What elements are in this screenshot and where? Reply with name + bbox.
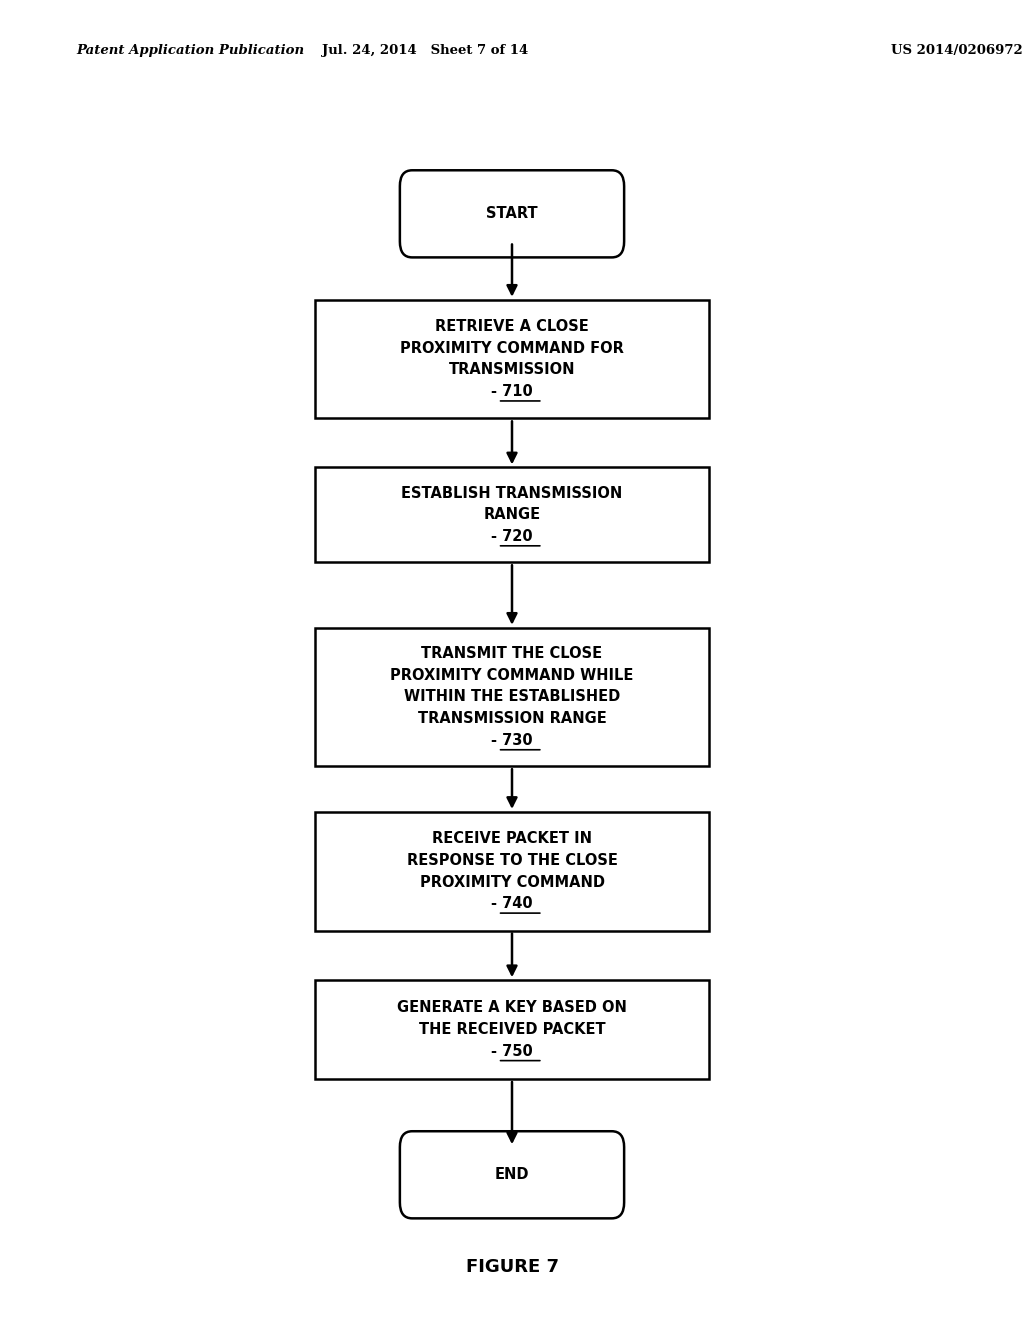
FancyBboxPatch shape: [399, 1131, 624, 1218]
Text: TRANSMISSION: TRANSMISSION: [449, 363, 575, 378]
Text: Patent Application Publication: Patent Application Publication: [77, 44, 305, 57]
Text: - 730: - 730: [492, 733, 532, 748]
Text: Jul. 24, 2014   Sheet 7 of 14: Jul. 24, 2014 Sheet 7 of 14: [322, 44, 528, 57]
FancyBboxPatch shape: [315, 467, 709, 562]
Text: FIGURE 7: FIGURE 7: [466, 1258, 558, 1276]
Text: US 2014/0206972 A1: US 2014/0206972 A1: [891, 44, 1024, 57]
Text: WITHIN THE ESTABLISHED: WITHIN THE ESTABLISHED: [403, 689, 621, 705]
FancyBboxPatch shape: [315, 300, 709, 418]
Text: GENERATE A KEY BASED ON: GENERATE A KEY BASED ON: [397, 1001, 627, 1015]
Text: TRANSMISSION RANGE: TRANSMISSION RANGE: [418, 711, 606, 726]
Text: - 720: - 720: [492, 529, 532, 544]
Text: ESTABLISH TRANSMISSION: ESTABLISH TRANSMISSION: [401, 486, 623, 500]
Text: TRANSMIT THE CLOSE: TRANSMIT THE CLOSE: [422, 645, 602, 661]
Text: PROXIMITY COMMAND FOR: PROXIMITY COMMAND FOR: [400, 341, 624, 355]
Text: - 740: - 740: [492, 896, 532, 911]
FancyBboxPatch shape: [315, 628, 709, 766]
Text: - 710: - 710: [492, 384, 532, 399]
Text: PROXIMITY COMMAND WHILE: PROXIMITY COMMAND WHILE: [390, 668, 634, 682]
Text: START: START: [486, 206, 538, 222]
Text: RANGE: RANGE: [483, 507, 541, 523]
Text: RETRIEVE A CLOSE: RETRIEVE A CLOSE: [435, 319, 589, 334]
Text: RECEIVE PACKET IN: RECEIVE PACKET IN: [432, 832, 592, 846]
FancyBboxPatch shape: [315, 979, 709, 1080]
FancyBboxPatch shape: [399, 170, 624, 257]
Text: - 750: - 750: [492, 1044, 532, 1059]
Text: THE RECEIVED PACKET: THE RECEIVED PACKET: [419, 1022, 605, 1038]
Text: END: END: [495, 1167, 529, 1183]
FancyBboxPatch shape: [315, 812, 709, 931]
Text: PROXIMITY COMMAND: PROXIMITY COMMAND: [420, 875, 604, 890]
Text: RESPONSE TO THE CLOSE: RESPONSE TO THE CLOSE: [407, 853, 617, 867]
